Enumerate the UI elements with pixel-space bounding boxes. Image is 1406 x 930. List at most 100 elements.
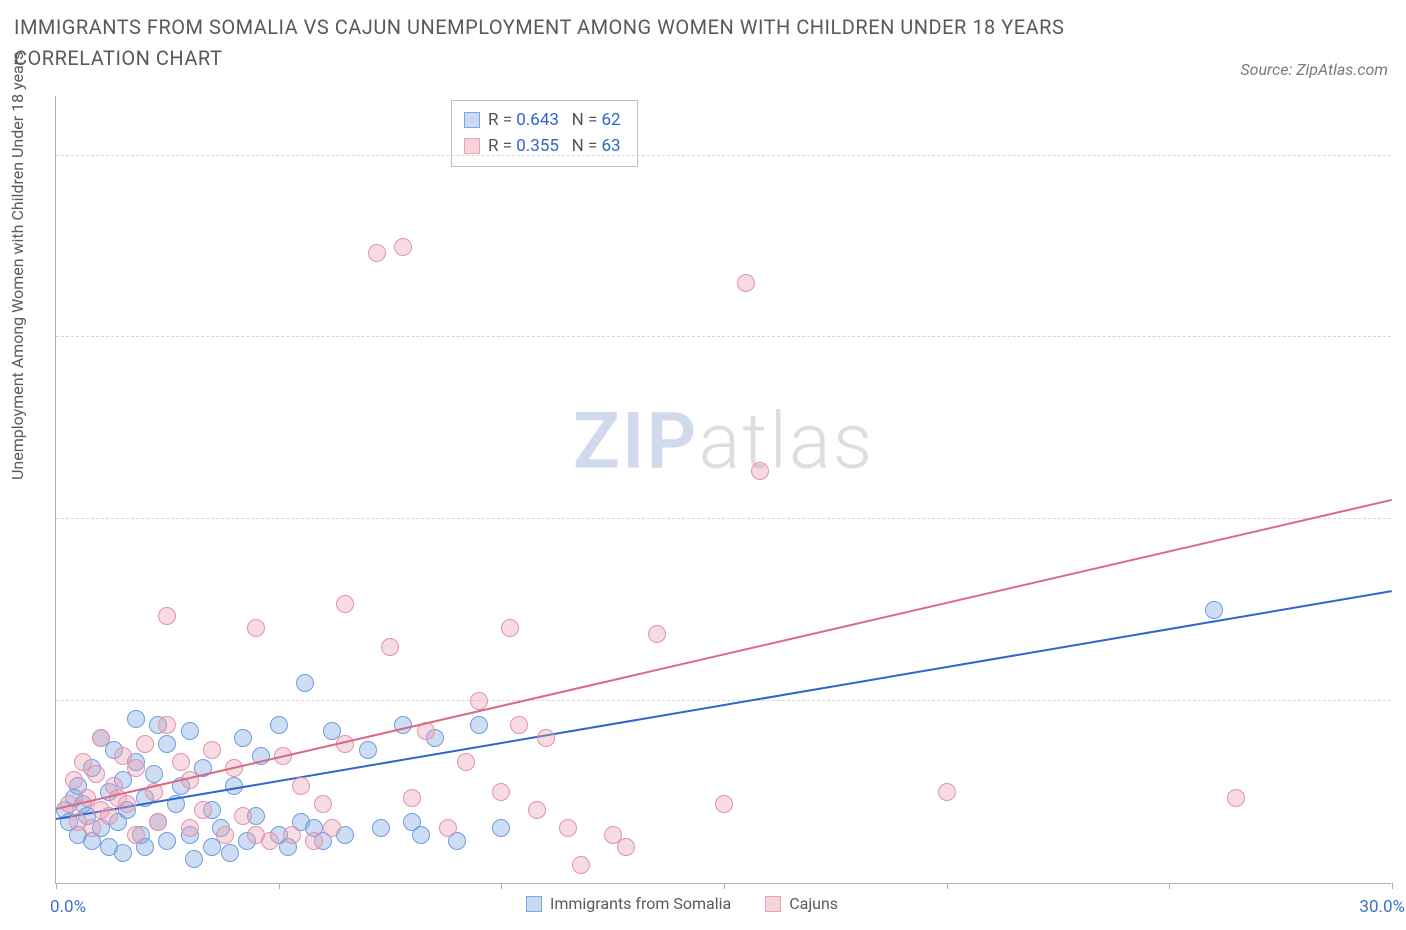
legend-series: Immigrants from Somalia Cajuns	[526, 894, 838, 913]
data-point	[648, 625, 666, 643]
legend-r-value: 0.643	[516, 110, 559, 130]
data-point	[203, 741, 221, 759]
data-point	[305, 832, 323, 850]
y-tick-label: 30.0%	[1397, 510, 1406, 529]
data-point	[617, 838, 635, 856]
data-point	[336, 595, 354, 613]
data-point	[470, 716, 488, 734]
data-point	[492, 783, 510, 801]
x-tick	[56, 883, 57, 889]
data-point	[100, 807, 118, 825]
chart-container: IMMIGRANTS FROM SOMALIA VS CAJUN UNEMPLO…	[0, 0, 1406, 930]
data-point	[194, 801, 212, 819]
data-point	[149, 813, 167, 831]
grid-line	[56, 700, 1391, 701]
data-point	[359, 741, 377, 759]
data-point	[92, 729, 110, 747]
data-point	[1227, 789, 1245, 807]
chart-title: IMMIGRANTS FROM SOMALIA VS CAJUN UNEMPLO…	[14, 12, 1134, 74]
y-tick-label: 60.0%	[1397, 146, 1406, 165]
data-point	[1205, 601, 1223, 619]
data-point	[510, 716, 528, 734]
data-point	[537, 729, 555, 747]
data-point	[127, 826, 145, 844]
data-point	[403, 789, 421, 807]
data-point	[283, 826, 301, 844]
data-point	[234, 807, 252, 825]
data-point	[751, 462, 769, 480]
legend-n-value: 62	[602, 110, 621, 130]
x-tick	[1169, 883, 1170, 889]
data-point	[439, 819, 457, 837]
data-point	[323, 819, 341, 837]
data-point	[938, 783, 956, 801]
y-axis-label: Unemployment Among Women with Children U…	[8, 52, 27, 480]
data-point	[181, 819, 199, 837]
legend-stat-row: R = 0.355 N = 63	[464, 133, 621, 159]
data-point	[65, 771, 83, 789]
legend-stat-row: R = 0.643 N = 62	[464, 107, 621, 133]
data-point	[158, 607, 176, 625]
watermark-atlas: atlas	[698, 397, 874, 488]
x-tick	[947, 883, 948, 889]
legend-series-item: Immigrants from Somalia	[526, 894, 731, 913]
trend-line	[56, 499, 1392, 810]
data-point	[737, 274, 755, 292]
data-point	[381, 638, 399, 656]
legend-series-item: Cajuns	[765, 894, 838, 913]
data-point	[185, 850, 203, 868]
data-point	[87, 765, 105, 783]
grid-line	[56, 336, 1391, 337]
data-point	[314, 795, 332, 813]
data-point	[136, 735, 154, 753]
x-tick	[501, 883, 502, 889]
y-tick-label: 45.0%	[1397, 328, 1406, 347]
data-point	[221, 844, 239, 862]
data-point	[145, 765, 163, 783]
data-point	[559, 819, 577, 837]
data-point	[270, 716, 288, 734]
data-point	[83, 819, 101, 837]
data-point	[181, 722, 199, 740]
data-point	[528, 801, 546, 819]
x-axis-min-label: 0.0%	[50, 897, 86, 917]
x-axis-max-label: 30.0%	[1359, 897, 1405, 917]
data-point	[158, 832, 176, 850]
data-point	[118, 795, 136, 813]
data-point	[158, 716, 176, 734]
data-point	[114, 844, 132, 862]
plot-area: ZIPatlas R = 0.643 N = 62R = 0.355 N = 6…	[55, 96, 1391, 884]
legend-r-value: 0.355	[516, 136, 559, 156]
data-point	[292, 777, 310, 795]
data-point	[296, 674, 314, 692]
legend-correlation-box: R = 0.643 N = 62R = 0.355 N = 63	[451, 100, 638, 167]
data-point	[368, 244, 386, 262]
data-point	[394, 238, 412, 256]
legend-swatch	[765, 896, 781, 912]
data-point	[158, 735, 176, 753]
data-point	[412, 826, 430, 844]
grid-line	[56, 518, 1391, 519]
data-point	[372, 819, 390, 837]
grid-line	[56, 155, 1391, 156]
data-point	[234, 729, 252, 747]
data-point	[261, 832, 279, 850]
legend-swatch	[464, 112, 480, 128]
y-tick-label: 15.0%	[1397, 692, 1406, 711]
x-tick	[1392, 883, 1393, 889]
legend-swatch	[464, 138, 480, 154]
legend-swatch	[526, 896, 542, 912]
data-point	[216, 826, 234, 844]
x-tick	[724, 883, 725, 889]
data-point	[501, 619, 519, 637]
source-label: Source: ZipAtlas.com	[1240, 60, 1388, 79]
data-point	[715, 795, 733, 813]
x-tick	[279, 883, 280, 889]
data-point	[572, 856, 590, 874]
data-point	[492, 819, 510, 837]
legend-n-value: 63	[602, 136, 621, 156]
data-point	[247, 619, 265, 637]
watermark-zip: ZIP	[573, 397, 699, 488]
legend-series-label: Cajuns	[789, 894, 838, 913]
data-point	[172, 753, 190, 771]
